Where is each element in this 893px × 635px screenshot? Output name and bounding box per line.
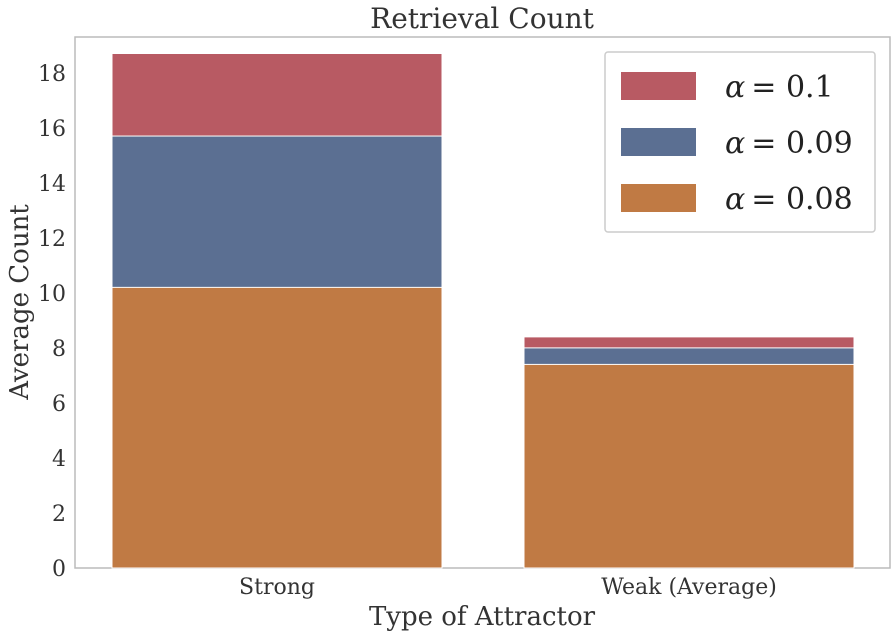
x-tick-label: Weak (Average) (601, 575, 777, 600)
chart-title: Retrieval Count (370, 2, 595, 35)
legend-symbol: α (725, 126, 745, 161)
legend-swatch (621, 128, 696, 156)
legend-value: = 0.08 (751, 182, 852, 217)
y-tick-label: 0 (52, 557, 66, 582)
legend-value: = 0.1 (751, 70, 833, 105)
y-axis-title: Average Count (5, 204, 35, 401)
legend: α = 0.1α = 0.09α = 0.08 (604, 51, 876, 233)
bars (111, 53, 855, 569)
y-tick-label: 18 (38, 62, 66, 87)
y-axis-ticks: 0 2 4 6 8 10 12 14 16 18 (38, 62, 66, 582)
legend-label: α = 0.09 (725, 126, 853, 161)
legend-swatch (621, 184, 696, 212)
x-axis-title: Type of Attractor (369, 602, 596, 632)
legend-symbol: α (725, 182, 745, 217)
legend-value: = 0.09 (751, 126, 852, 161)
legend-label: α = 0.08 (725, 182, 853, 217)
y-tick-label: 16 (38, 117, 66, 142)
y-tick-label: 8 (52, 337, 66, 362)
y-tick-label: 6 (52, 392, 66, 417)
legend-label: α = 0.1 (725, 70, 834, 105)
bar-3-1 (111, 286, 443, 569)
y-tick-label: 4 (52, 447, 66, 472)
y-tick-label: 2 (52, 502, 66, 527)
x-tick-label: Strong (239, 575, 315, 600)
y-tick-label: 14 (38, 172, 66, 197)
legend-symbol: α (725, 70, 745, 105)
y-tick-label: 10 (38, 282, 66, 307)
y-tick-label: 12 (38, 227, 66, 252)
bar-3-2 (523, 363, 855, 569)
legend-swatch (621, 72, 696, 100)
x-axis-ticks: Strong Weak (Average) (239, 575, 777, 600)
